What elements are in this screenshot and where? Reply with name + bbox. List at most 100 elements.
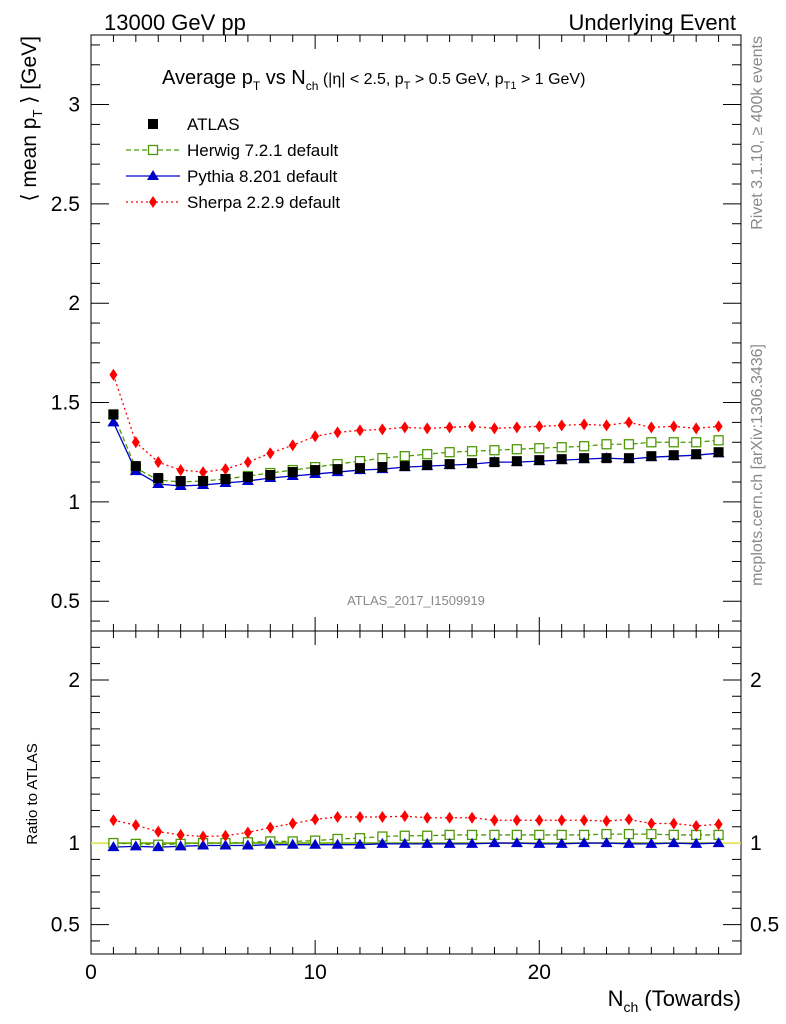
data-point-open-square — [623, 828, 635, 840]
legend: ATLAS Herwig 7.2.1 default Pythia 8.201 de… — [126, 115, 340, 212]
ratio-y-tick-label-right: 2 — [750, 669, 762, 692]
mcplots-label: mcplots.cern.ch [arXiv:1306.3436] — [749, 344, 766, 586]
data-point-triangle — [219, 839, 232, 850]
data-point-diamond — [624, 416, 633, 429]
y-tick-label: 0.5 — [51, 590, 80, 613]
ratio-y-tick-label: 0.5 — [51, 914, 80, 937]
data-point-triangle — [147, 170, 159, 180]
data-point-triangle — [645, 837, 658, 848]
data-point-diamond — [445, 421, 454, 434]
y-tick-label: 2 — [68, 292, 80, 315]
ratio-y-tick-label-right: 0.5 — [750, 914, 779, 937]
data-point-open-square — [646, 828, 657, 840]
data-point-square — [489, 457, 500, 468]
data-point-diamond — [557, 814, 566, 827]
title-sub-t1: T1 — [504, 80, 517, 92]
data-point-triangle — [421, 837, 434, 848]
data-point-square — [220, 474, 231, 485]
data-point-open-square — [422, 449, 433, 460]
data-point-diamond — [580, 418, 589, 431]
ylabel-part-b: ⟩ [GeV] — [18, 36, 41, 110]
data-point-triangle — [488, 837, 501, 848]
data-point-diamond — [355, 424, 364, 437]
data-point-diamond — [490, 422, 499, 435]
data-point-diamond — [378, 423, 387, 436]
title-sub-ch: ch — [306, 79, 319, 93]
data-point-diamond — [154, 825, 163, 838]
data-point-triangle — [510, 837, 523, 848]
ylabel-sub: T — [30, 110, 45, 118]
data-point-diamond — [176, 828, 185, 841]
data-point-triangle — [398, 837, 411, 848]
data-point-square — [579, 453, 590, 464]
data-point-triangle — [667, 837, 680, 848]
data-point-diamond — [199, 466, 208, 479]
data-point-diamond — [692, 819, 701, 832]
data-point-triangle — [129, 840, 142, 851]
data-point-square — [310, 465, 321, 476]
data-point-triangle — [197, 839, 210, 850]
ratio-y-tick-label-right: 1 — [750, 832, 762, 855]
title-part-d: > 0.5 GeV, p — [410, 71, 503, 88]
data-point-triangle — [107, 841, 120, 852]
ratio-y-tick-label: 1 — [68, 832, 80, 855]
title-part-e: > 1 GeV) — [517, 71, 586, 88]
data-point-diamond — [580, 814, 589, 827]
data-point-triangle — [578, 837, 591, 848]
data-point-diamond — [243, 456, 252, 469]
xlabel-sub: ch — [624, 999, 639, 1015]
data-point-diamond — [647, 817, 656, 830]
data-point-triangle — [466, 837, 479, 848]
data-point-square — [377, 462, 388, 473]
data-point-square — [130, 461, 141, 472]
ratio-line-sherpa — [113, 815, 719, 838]
data-point-diamond — [109, 814, 118, 827]
data-point-diamond — [602, 419, 611, 432]
data-point-square — [153, 473, 164, 484]
data-point-square — [242, 472, 253, 483]
data-point-open-square — [601, 439, 612, 450]
main-line-pythia — [112, 422, 719, 487]
data-point-square — [444, 459, 455, 470]
data-point-diamond — [535, 814, 544, 827]
data-point-open-square — [623, 439, 635, 450]
data-point-open-square — [444, 447, 455, 458]
axis-ticks — [90, 35, 742, 954]
data-point-diamond — [557, 419, 566, 432]
data-point-open-square — [399, 451, 410, 462]
analysis-id-label: ATLAS_2017_I1509919 — [347, 593, 485, 608]
data-point-diamond — [131, 436, 140, 449]
data-point-open-square — [489, 445, 500, 456]
data-point-triangle — [712, 837, 725, 848]
data-point-triangle — [622, 837, 635, 848]
data-point-triangle — [690, 837, 703, 848]
data-point-square — [354, 463, 365, 474]
main-title: Average pT vs Nch (|η| < 2.5, pT > 0.5 G… — [162, 67, 585, 93]
header-left-label: 13000 GeV pp — [104, 10, 246, 35]
title-sub-t2: T — [404, 80, 411, 92]
data-point-diamond — [468, 811, 477, 824]
data-point-open-square — [511, 444, 523, 455]
data-point-diamond — [243, 826, 252, 839]
data-point-diamond — [221, 463, 230, 476]
data-point-triangle — [555, 837, 568, 848]
data-point-square — [265, 470, 276, 481]
data-point-square — [108, 409, 119, 420]
data-point-open-square — [713, 435, 724, 446]
data-point-diamond — [288, 817, 297, 830]
data-point-open-square — [556, 442, 567, 453]
data-point-open-square — [646, 437, 657, 448]
data-point-triangle — [443, 837, 456, 848]
data-point-diamond — [512, 814, 521, 827]
ratio-ylabel: Ratio to ATLAS — [24, 743, 41, 844]
data-point-diamond — [355, 810, 364, 823]
data-point-diamond — [311, 430, 320, 443]
data-point-open-square — [534, 443, 545, 454]
data-point-square — [422, 460, 433, 471]
data-point-diamond — [266, 447, 275, 460]
data-point-open-square — [377, 453, 388, 464]
y-tick-label: 1.5 — [51, 392, 80, 415]
data-point-diamond — [445, 811, 454, 824]
data-point-diamond — [624, 813, 633, 826]
ratio-line-herwig — [113, 833, 719, 846]
